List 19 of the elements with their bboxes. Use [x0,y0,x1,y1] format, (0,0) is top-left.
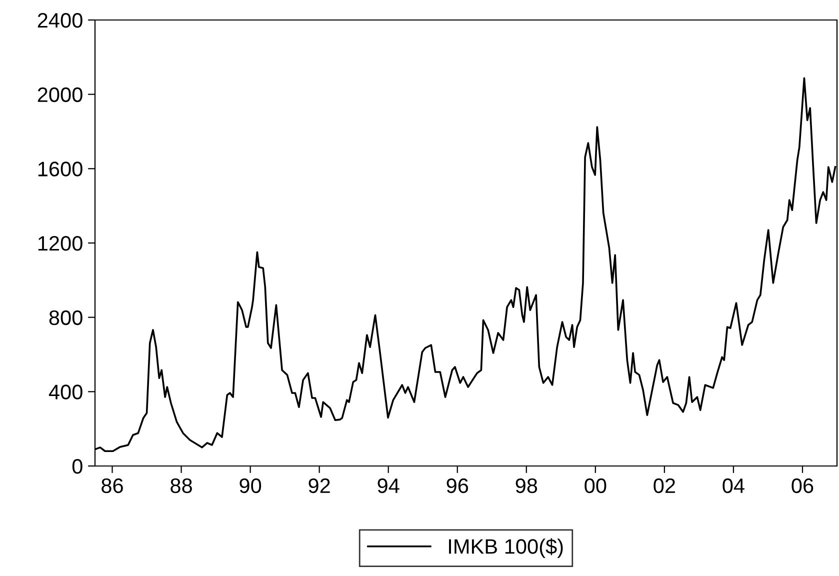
y-tick-label: 1200 [38,236,82,251]
y-tick-label: 2400 [38,13,82,28]
y-tick-label: 1600 [38,162,82,176]
y-tick-label: 0 [72,459,82,474]
x-tick-label: 94 [378,478,400,494]
y-tick-label: 800 [49,310,82,326]
x-tick-label: 92 [308,478,330,494]
y-tick-label: 400 [48,384,82,400]
x-tick-label: 00 [584,478,606,494]
x-tick-label: 96 [446,478,468,494]
legend-label: IMKB 100($) [449,538,563,558]
x-tick-label: 90 [240,478,262,494]
x-tick-label: 88 [170,478,192,494]
x-tick-label: 04 [722,478,744,494]
y-tick-label: 2000 [38,87,82,102]
x-tick-label: 98 [516,478,538,494]
x-tick-label: 06 [792,478,814,494]
x-tick-label: 02 [654,478,675,494]
x-tick-label: 86 [102,478,123,494]
